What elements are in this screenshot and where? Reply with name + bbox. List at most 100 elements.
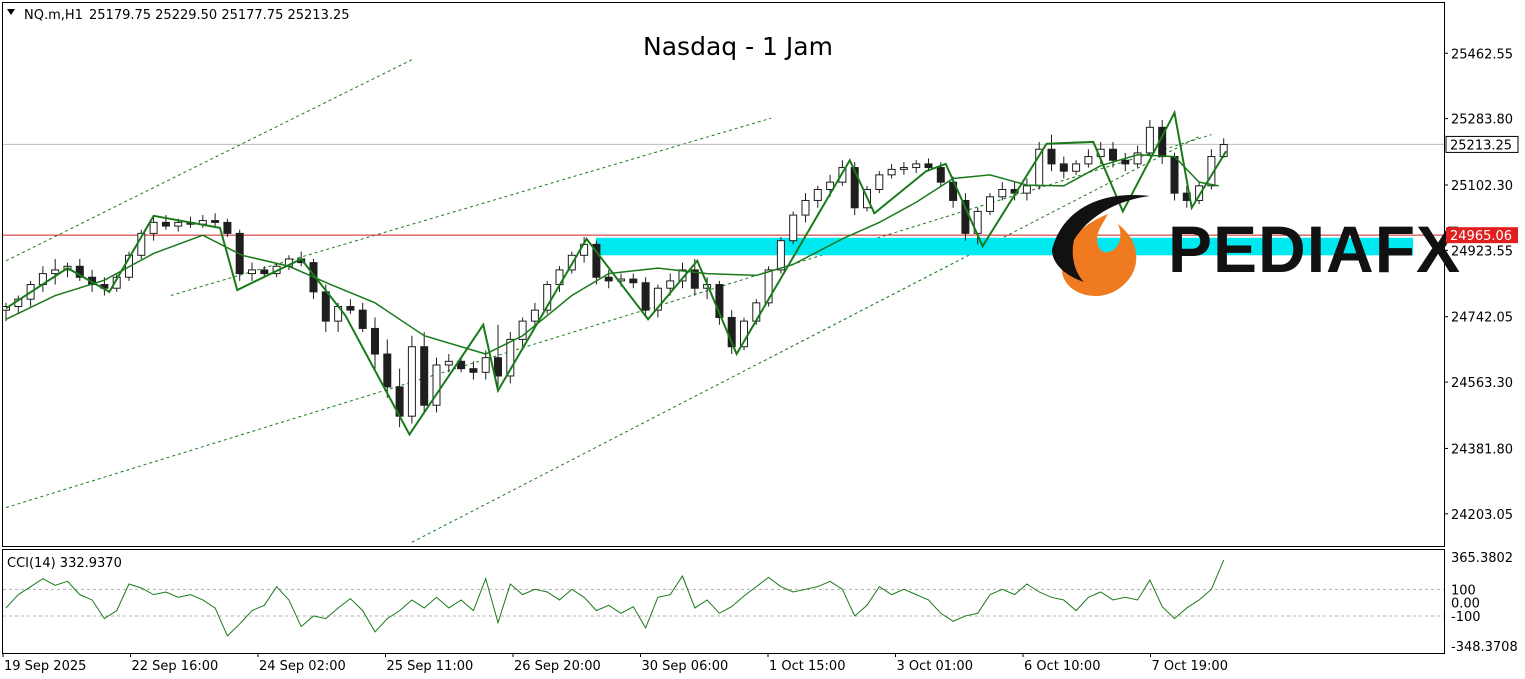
candle-body (924, 163, 933, 169)
cci-label: CCI(14) 332.9370 (7, 556, 122, 571)
candle-body (358, 309, 367, 329)
candle-body (1109, 148, 1117, 161)
candle-body (506, 338, 515, 377)
x-tick-label: 30 Sep 06:00 (642, 659, 729, 674)
symbol-dropdown-icon[interactable] (7, 9, 15, 15)
candle-body (850, 167, 859, 209)
watermark-text: PEDIAFX (1168, 212, 1461, 286)
y-tick-label: 24563.30 (1451, 376, 1513, 391)
candle-body (887, 168, 896, 176)
candle-body (444, 360, 453, 366)
cci-panel-frame (2, 549, 1445, 654)
ohlc-readout: 25179.75 25229.50 25177.75 25213.25 (89, 8, 350, 23)
logo-swoosh-icon (1052, 194, 1150, 282)
candle-body (912, 163, 921, 169)
price-axis: 25462.55 25283.80 25102.30 24923.55 24742.05… (1444, 47, 1513, 523)
candle-body (530, 309, 539, 322)
candle-body (543, 284, 552, 311)
candle-body (1121, 159, 1130, 165)
candle-body (801, 199, 810, 216)
candle-body (321, 291, 330, 322)
x-tick-label: 24 Sep 02:00 (259, 659, 346, 674)
candle-body (407, 346, 416, 417)
current-price-tag (1445, 135, 1519, 153)
candle-body (875, 174, 884, 190)
candle-body (1072, 163, 1081, 172)
candle-body (211, 220, 220, 223)
y-tick-label: 25462.55 (1451, 47, 1513, 62)
candle-body (469, 368, 478, 373)
candle-body (518, 320, 527, 340)
candle-body (481, 357, 490, 373)
x-tick-label: 19 Sep 2025 (4, 659, 86, 674)
candle-body (629, 278, 638, 284)
candle-body (1170, 156, 1179, 194)
candle-body (641, 282, 650, 311)
candle-body (666, 280, 675, 289)
pediafx-logo: PEDIAFX (1052, 194, 1461, 296)
candle-body (1195, 185, 1204, 201)
support-price-tag (1446, 227, 1518, 244)
x-tick-label: 1 Oct 15:00 (769, 659, 845, 674)
support-price-label: 24965.06 (1450, 229, 1512, 244)
candle-body (1047, 148, 1056, 165)
cci-line (5, 559, 1225, 637)
candle-body (248, 269, 256, 275)
y-tick-label: 25102.30 (1451, 179, 1513, 194)
regression-channel-lines (5, 59, 1212, 543)
y-tick-label: 24742.05 (1451, 311, 1513, 326)
current-price-label: 25213.25 (1450, 138, 1512, 153)
candle-body (75, 265, 84, 278)
candle-body (260, 269, 269, 275)
time-axis: 19 Sep 2025 22 Sep 16:00 24 Sep 02:00 25 Se… (2, 653, 1228, 674)
candle-body (838, 167, 847, 183)
candle-body (899, 167, 908, 170)
candle-body (371, 327, 379, 355)
cci-reference-lines (3, 588, 1444, 617)
candle-body (1084, 156, 1093, 165)
y-tick-label: 24923.55 (1451, 244, 1513, 259)
x-tick-label: 26 Sep 20:00 (514, 659, 601, 674)
candle-body (432, 364, 441, 406)
candle-body (936, 167, 945, 183)
candle-body (1145, 126, 1154, 154)
candle-body (174, 221, 183, 227)
x-tick-label: 7 Oct 19:00 (1152, 659, 1228, 674)
candle-body (776, 240, 785, 271)
candle-body (51, 269, 60, 275)
candle-body (346, 305, 355, 311)
chart-title: Nasdaq - 1 Jam (643, 32, 833, 61)
candle-body (420, 346, 429, 406)
x-tick-label: 25 Sep 11:00 (387, 659, 474, 674)
cci-tick-label: 0.00 (1451, 597, 1480, 612)
y-tick-label: 25283.80 (1451, 113, 1513, 128)
x-tick-label: 3 Oct 01:00 (897, 659, 973, 674)
channel-line (170, 117, 772, 297)
cci-tick-label: 100 (1451, 583, 1476, 598)
zigzag-line (5, 109, 1228, 437)
candle-body (604, 276, 613, 282)
candle-body (789, 214, 798, 242)
candle-body (457, 360, 466, 370)
cci-tick-label: -100 (1451, 610, 1481, 625)
x-tick-label: 6 Oct 10:00 (1024, 659, 1100, 674)
candle-body (1022, 185, 1031, 194)
candle-body (592, 243, 601, 278)
candle-body (764, 269, 773, 304)
candle-body (1059, 163, 1068, 172)
x-tick-label: 22 Sep 16:00 (132, 659, 219, 674)
y-tick-label: 24203.05 (1451, 508, 1513, 523)
candle-body (715, 284, 724, 318)
channel-line (411, 136, 1200, 543)
channel-line (5, 134, 1212, 509)
moving-average-line (5, 153, 1219, 355)
candle-body (149, 221, 158, 234)
candle-body (223, 221, 232, 234)
symbol-label[interactable]: NQ.m,H1 (24, 8, 83, 23)
candle-body (653, 287, 662, 311)
cci-tick-label: -348.3708 (1451, 640, 1518, 655)
logo-flame-icon (1061, 214, 1137, 296)
candle-body (383, 353, 392, 388)
